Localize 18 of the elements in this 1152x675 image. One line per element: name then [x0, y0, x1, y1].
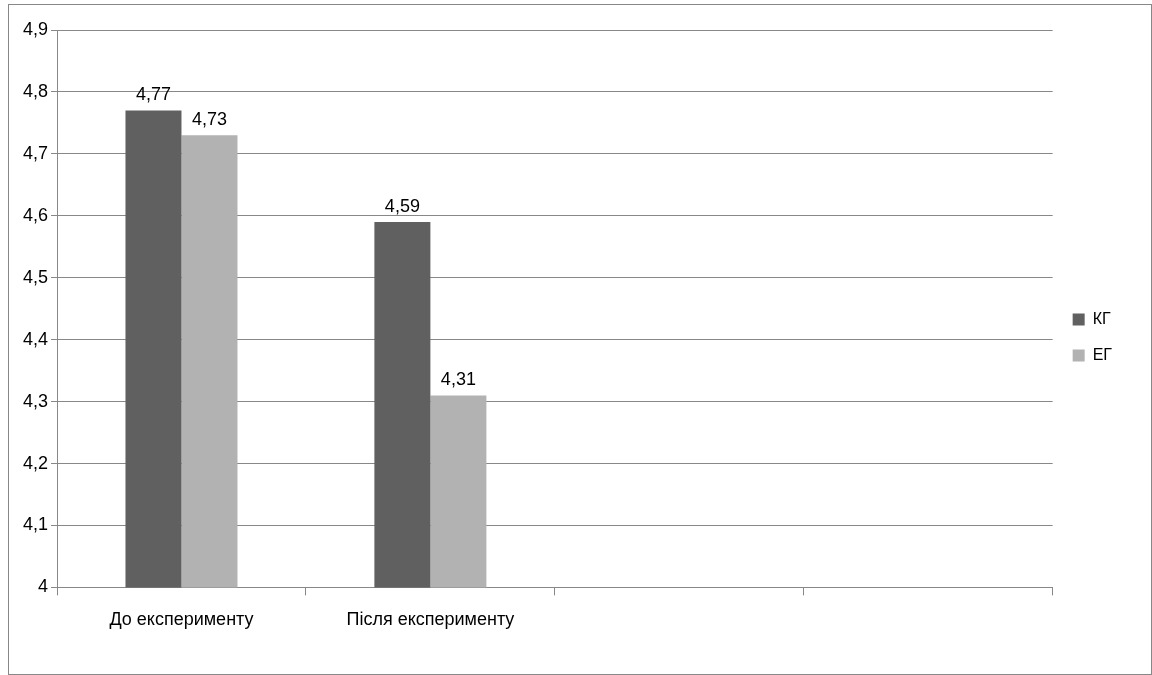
y-tick-label: 4,9: [22, 18, 49, 39]
y-tick-label: 4,6: [22, 204, 49, 225]
y-tick-label: 4,3: [22, 390, 49, 411]
y-tick-label: 4,2: [22, 452, 49, 473]
data-label: 4,77: [135, 84, 171, 105]
data-label: 4,31: [440, 369, 476, 390]
y-tick-label: 4,4: [22, 328, 49, 349]
y-tick-label: 4,7: [22, 142, 49, 163]
y-tick-label: 4: [38, 576, 49, 597]
y-tick-label: 4,1: [22, 514, 49, 535]
legend-label: ЕГ: [1092, 345, 1113, 363]
y-tick-label: 4,5: [22, 266, 49, 287]
legend-label: КГ: [1092, 309, 1111, 327]
x-tick-label: До експерименту: [109, 609, 254, 630]
x-tick-label: Після експерименту: [346, 609, 515, 630]
data-label: 4,73: [191, 109, 227, 130]
y-tick-label: 4,8: [22, 80, 49, 101]
data-label: 4,59: [384, 195, 420, 216]
